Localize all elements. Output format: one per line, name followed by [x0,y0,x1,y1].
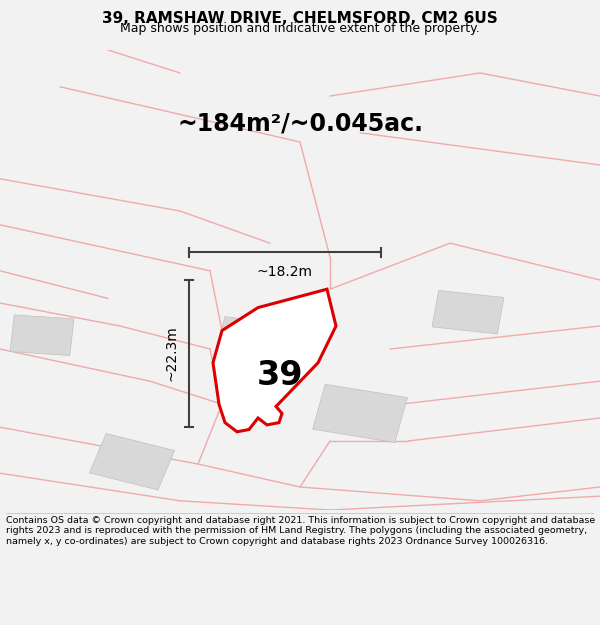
Polygon shape [89,434,175,490]
Polygon shape [10,315,74,356]
Polygon shape [214,316,302,372]
Polygon shape [432,291,504,334]
Text: 39: 39 [256,359,303,392]
Text: ~184m²/~0.045ac.: ~184m²/~0.045ac. [177,112,423,136]
Text: Map shows position and indicative extent of the property.: Map shows position and indicative extent… [120,22,480,35]
Text: ~22.3m: ~22.3m [164,326,178,381]
Text: ~18.2m: ~18.2m [257,265,313,279]
Text: 39, RAMSHAW DRIVE, CHELMSFORD, CM2 6US: 39, RAMSHAW DRIVE, CHELMSFORD, CM2 6US [102,11,498,26]
Text: Contains OS data © Crown copyright and database right 2021. This information is : Contains OS data © Crown copyright and d… [6,516,595,546]
Polygon shape [213,289,336,432]
Polygon shape [313,384,407,442]
